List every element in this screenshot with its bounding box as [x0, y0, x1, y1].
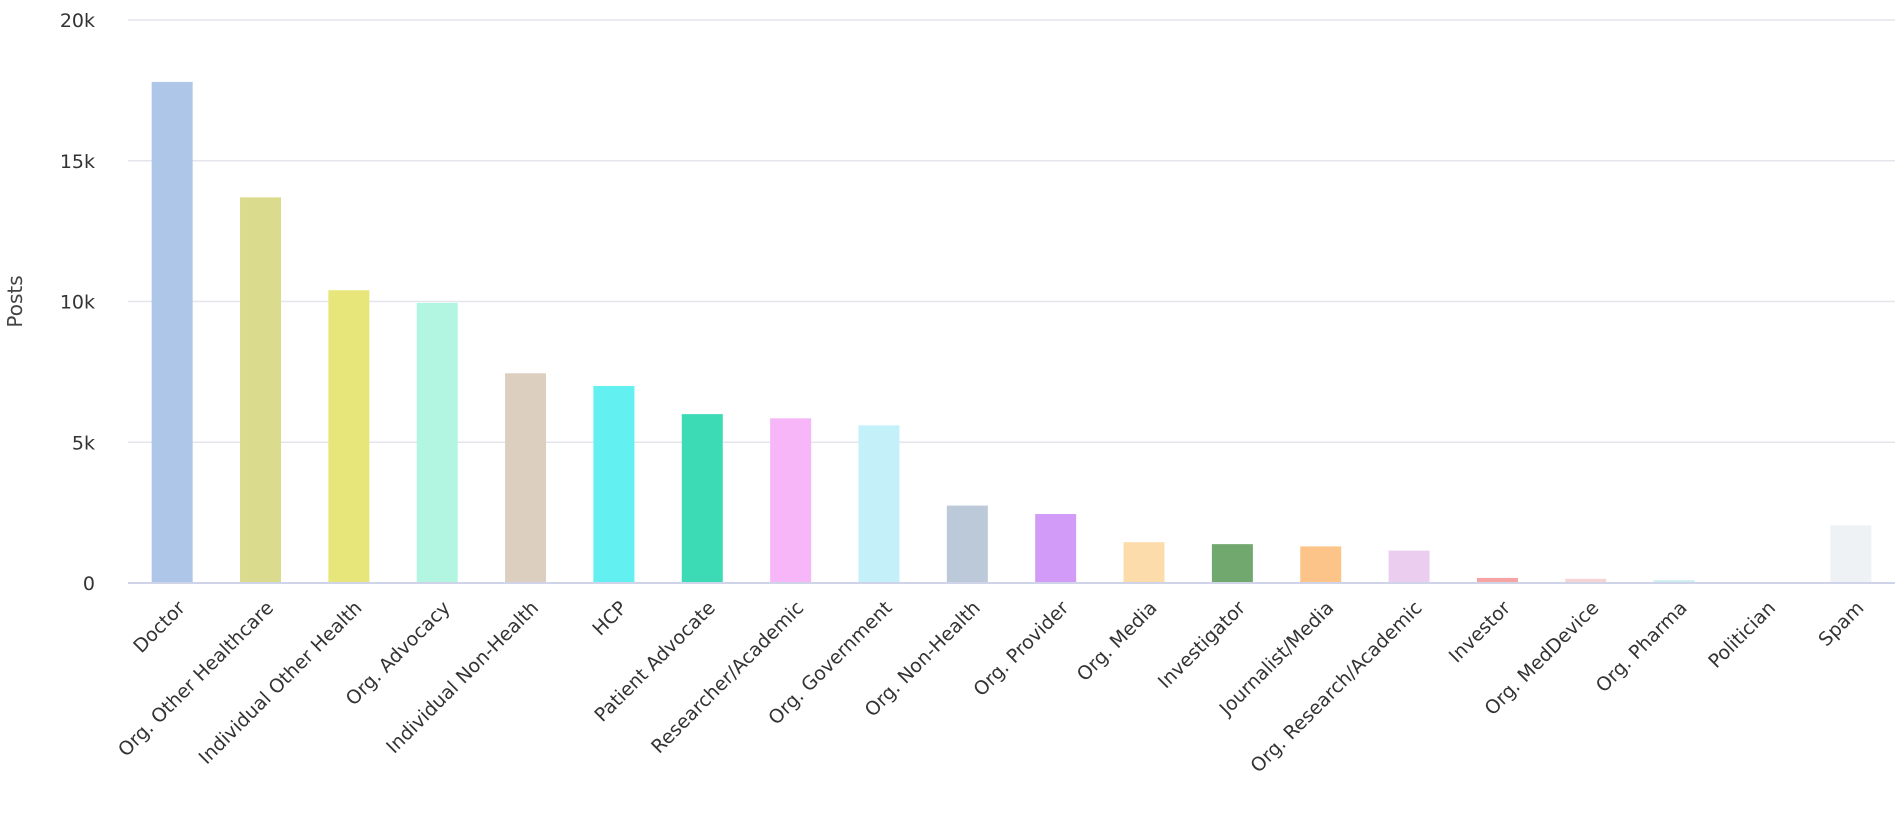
y-tick-label: 15k [60, 151, 95, 173]
bars [151, 81, 1872, 584]
x-tick-label: Investor [1445, 597, 1515, 667]
bar-doctor [151, 81, 193, 584]
x-tick-label: Org. Other Healthcare [114, 597, 278, 761]
x-tick-label: Org. Media [1073, 597, 1162, 686]
gridlines [128, 19, 1895, 443]
x-tick-label: Investigator [1154, 597, 1250, 693]
x-tick-label: Doctor [129, 597, 190, 658]
y-tick-label: 20k [60, 10, 95, 32]
x-tick-label: Researcher/Academic [647, 597, 808, 758]
y-tick-label: 10k [60, 292, 95, 314]
bar-individual-other-health [328, 290, 370, 583]
bar-org-pharma [1653, 580, 1695, 583]
x-tick-label: Politician [1704, 597, 1780, 673]
x-tick-label: Org. Provider [969, 597, 1073, 701]
x-tick-label: Org. Research/Academic [1246, 597, 1426, 777]
y-tick-label: 5k [72, 432, 95, 454]
bar-org-non-health [946, 505, 988, 583]
x-tick-label: Individual Non-Health [382, 597, 543, 758]
y-tick-label: 0 [83, 573, 95, 595]
bar-org-research-academic [1388, 550, 1430, 583]
bar-journalist-media [1300, 546, 1342, 583]
x-tick-label: Org. Pharma [1592, 597, 1692, 697]
y-axis-ticks: 0 5k 10k 15k 20k [60, 10, 95, 595]
bar-researcher-academic [770, 418, 812, 583]
bar-spam [1830, 525, 1872, 583]
bar-org-government [858, 425, 900, 583]
x-tick-label: Spam [1814, 597, 1868, 651]
bar-individual-non-health [505, 373, 547, 583]
bar-org-provider [1035, 514, 1077, 583]
bar-org-meddevice [1565, 578, 1607, 583]
x-tick-label: HCP [588, 597, 631, 640]
bar-org-other-healthcare [240, 197, 282, 583]
bar-investigator [1211, 544, 1253, 583]
bar-investor [1476, 577, 1518, 583]
bar-hcp [593, 385, 635, 583]
y-axis-title: Posts [3, 275, 27, 327]
x-tick-label: Individual Other Health [195, 597, 367, 769]
bar-org-media [1123, 542, 1165, 583]
bar-org-advocacy [416, 302, 458, 583]
bar-patient-advocate [681, 414, 723, 583]
